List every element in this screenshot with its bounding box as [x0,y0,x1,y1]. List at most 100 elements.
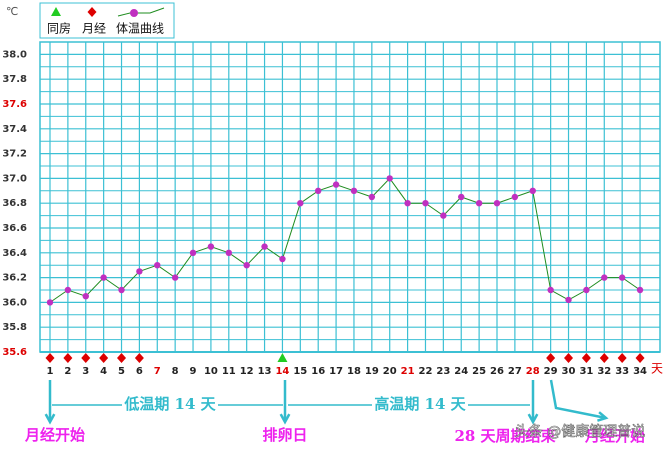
event-marker [99,353,109,363]
x-tick-label: 8 [172,366,179,377]
x-tick-label: 24 [454,366,468,377]
y-tick-label: 37.8 [2,74,27,85]
legend-label: 月经 [82,22,106,36]
event-marker [63,353,73,363]
arrow-head [44,413,56,425]
annotation: 月经开始 [24,426,85,444]
temperature-point [171,274,179,281]
temperature-point [100,274,107,281]
event-marker [546,353,556,363]
x-tick-label: 27 [508,366,522,377]
y-tick-label: 35.8 [2,322,27,333]
x-tick-label: 3 [82,366,89,377]
temperature-point [422,200,429,207]
x-tick-label: 25 [472,366,486,377]
temperature-point [225,249,232,256]
temperature-point [493,200,501,207]
y-tick-label: 37.6 [2,99,27,110]
event-marker [617,353,627,363]
temperature-point [64,286,72,294]
x-tick-label: 15 [293,366,307,377]
event-marker [581,353,591,363]
event-marker [51,7,61,16]
temperature-point [297,200,304,207]
arrow-head [527,413,539,425]
annotation-bg [122,395,218,415]
event-marker [45,353,55,363]
legend-dot [130,9,138,17]
y-tick-label: 36.0 [2,297,27,308]
plot-area [39,41,661,353]
temperature-point [154,262,161,269]
x-tick-label: 4 [100,366,107,377]
temperature-point [261,243,268,250]
x-tick-label: 21 [401,366,415,377]
y-unit: ℃ [6,5,18,18]
event-marker [599,353,609,363]
x-tick-label: 10 [204,366,218,377]
x-tick-label: 26 [490,366,504,377]
temperature-point [511,193,519,201]
y-tick-label: 36.8 [2,198,27,209]
annotation: 低温期 14 天 [123,395,216,413]
temperature-point [118,286,125,294]
y-tick-label: 36.6 [2,223,27,234]
x-tick-label: 2 [64,366,71,377]
temperature-line [49,177,641,303]
x-tick-label: 7 [154,366,161,377]
x-tick-label: 22 [419,366,433,377]
temperature-point [386,175,393,182]
event-marker [134,353,144,363]
temperature-point [243,262,250,269]
x-tick-label: 16 [311,366,325,377]
event-marker [277,353,288,362]
x-tick-label: 1 [47,366,54,377]
temperature-point [404,200,411,207]
temperature-point [189,249,197,256]
x-tick-label: 14 [275,366,289,377]
x-tick-label: 6 [136,366,143,377]
x-unit: 天 [651,362,663,376]
annotation: 排卵日 [262,426,307,444]
event-marker [117,353,127,363]
x-tick-label: 32 [597,366,611,377]
temperature-point [618,274,626,281]
temperature-point [46,299,54,306]
legend-box [39,2,175,39]
legend-label: 体温曲线 [116,22,164,36]
temperature-point [136,268,143,275]
annotation-bg [7,426,103,446]
event-marker [87,7,97,17]
annotation: 28 天周期结束 [454,427,556,445]
y-tick-label: 36.4 [2,248,27,259]
y-tick-label: 37.0 [2,173,27,184]
event-marker [635,353,645,363]
x-tick-label: 18 [347,366,361,377]
x-tick-label: 30 [562,366,576,377]
temperature-point [547,286,554,294]
temperature-point [636,286,644,294]
temperature-point [529,187,536,194]
x-tick-label: 19 [365,366,379,377]
x-tick-label: 9 [190,366,197,377]
x-tick-label: 23 [436,366,450,377]
y-tick-label: 38.0 [2,49,27,60]
x-tick-label: 33 [615,366,629,377]
y-tick-label: 36.2 [2,273,27,284]
x-tick-label: 28 [526,366,540,377]
annotation-bg [372,395,468,415]
x-tick-label: 31 [579,366,593,377]
temperature-point [207,243,215,250]
temperature-point [82,293,89,300]
x-tick-label: 34 [633,366,647,377]
x-tick-label: 20 [383,366,397,377]
x-tick-label: 13 [258,366,272,377]
x-tick-label: 5 [118,366,125,377]
annotation: 月经开始 [584,427,645,445]
arrow [549,379,607,420]
y-tick-label: 35.6 [2,347,27,358]
arrow-head [597,411,609,422]
event-marker [81,353,91,363]
temperature-point [458,193,465,201]
